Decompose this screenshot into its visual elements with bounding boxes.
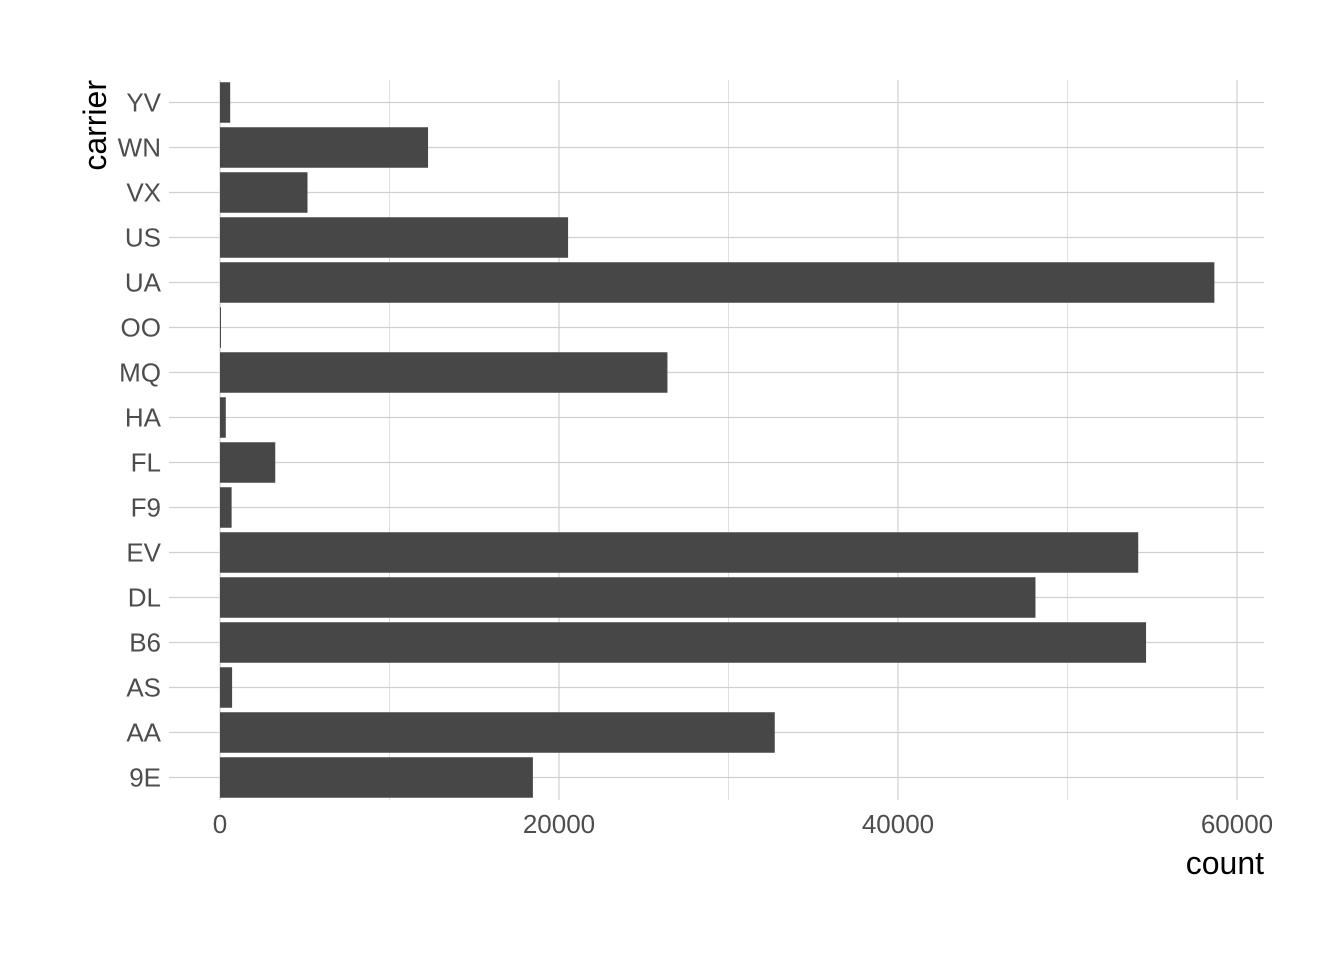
x-tick-label: 60000 [1201, 809, 1273, 839]
bar-wn [220, 127, 429, 168]
x-tick-labels: 0 20000 40000 60000 [213, 809, 1273, 839]
x-tick-label: 40000 [862, 809, 934, 839]
y-tick-label: WN [118, 133, 161, 163]
bar-fl [220, 442, 276, 483]
y-tick-label: AS [126, 673, 161, 703]
y-tick-label: 9E [129, 763, 161, 793]
bar-ha [220, 397, 226, 438]
y-tick-label: EV [126, 538, 161, 568]
y-tick-label: HA [125, 403, 162, 433]
y-tick-label: MQ [119, 358, 161, 388]
y-tick-label: OO [121, 313, 161, 343]
y-tick-label: DL [128, 583, 161, 613]
y-tick-label: AA [126, 718, 161, 748]
x-tick-label: 20000 [523, 809, 595, 839]
x-tick-label: 0 [213, 809, 227, 839]
y-tick-label: VX [126, 178, 161, 208]
y-tick-label: UA [125, 268, 162, 298]
bar-f9 [220, 487, 232, 528]
bar-dl [220, 577, 1036, 618]
bars-layer [220, 82, 1215, 798]
bar-mq [220, 352, 668, 393]
bar-9e [220, 757, 533, 798]
bar-vx [220, 172, 308, 213]
y-axis-title: carrier [77, 80, 113, 171]
y-tick-label: YV [126, 88, 161, 118]
x-axis-title: count [1186, 845, 1264, 881]
y-tick-label: F9 [131, 493, 161, 523]
grid-layer [169, 80, 1264, 800]
y-tick-label: FL [131, 448, 161, 478]
bar-us [220, 217, 569, 258]
bar-ua [220, 262, 1215, 303]
y-tick-labels: 9E AA AS B6 DL EV F9 FL HA MQ OO UA US VX WN YV [118, 88, 162, 793]
bar-aa [220, 712, 775, 753]
y-tick-label: B6 [129, 628, 161, 658]
bar-ev [220, 532, 1139, 573]
bar-oo [220, 307, 221, 348]
bar-b6 [220, 622, 1147, 663]
bar-yv [220, 82, 231, 123]
y-tick-label: US [125, 223, 161, 253]
bar-as [220, 667, 233, 708]
